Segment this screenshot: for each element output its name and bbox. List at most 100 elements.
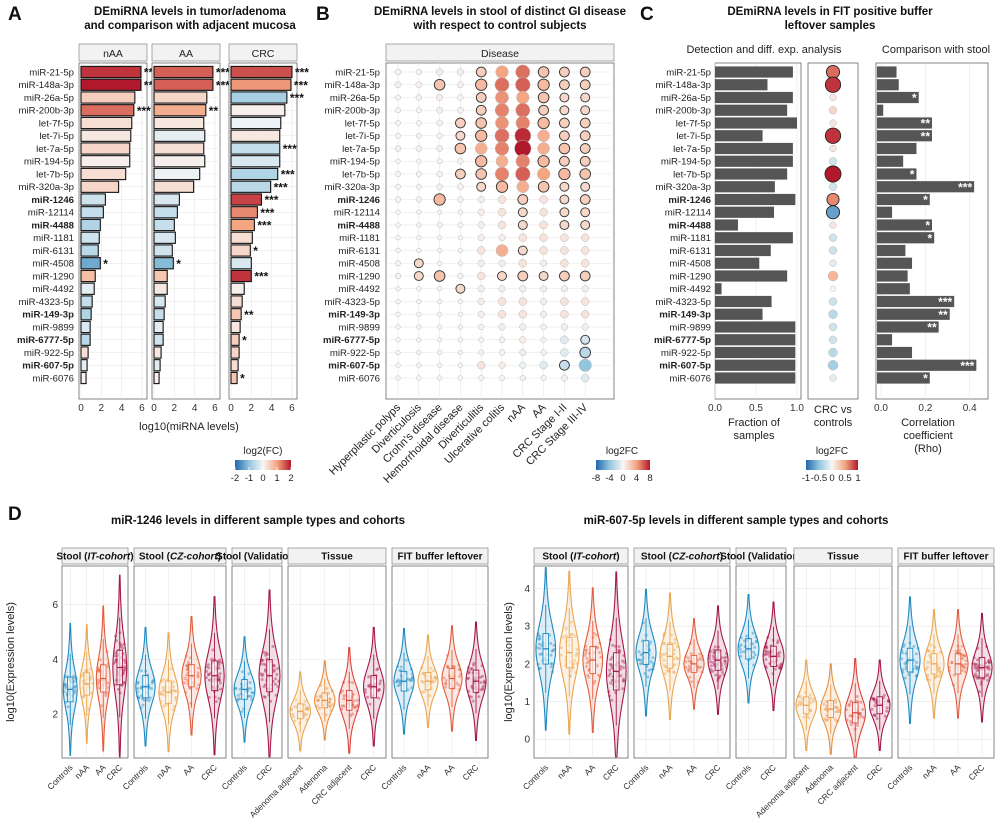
jitter-point <box>121 646 125 650</box>
dot <box>415 171 422 177</box>
jitter-point <box>96 686 100 690</box>
fc-dot <box>827 360 839 371</box>
jitter-point <box>976 646 980 650</box>
bar <box>230 155 281 168</box>
jitter-point <box>561 635 565 639</box>
jitter-point <box>926 660 930 664</box>
dot <box>540 259 548 267</box>
jitter-point <box>622 653 626 657</box>
jitter-point <box>104 694 108 698</box>
jitter-point <box>457 683 461 687</box>
jitter-point <box>63 675 67 679</box>
jitter-point <box>184 664 188 668</box>
jitter-point <box>123 668 127 672</box>
jitter-point <box>901 651 904 655</box>
jitter-point <box>934 675 938 679</box>
jitter-point <box>585 656 589 660</box>
jitter-point <box>459 672 463 676</box>
jitter-point <box>552 643 556 647</box>
bar <box>230 116 282 130</box>
dot <box>581 323 589 331</box>
jitter-point <box>649 667 653 671</box>
bar <box>80 129 132 142</box>
jitter-point <box>219 687 223 691</box>
significance-stars: * <box>103 257 108 271</box>
jitter-point <box>938 650 942 654</box>
jitter-point <box>900 648 904 652</box>
jitter-point <box>764 664 768 668</box>
x-tick-label: Controls <box>621 762 650 791</box>
dot <box>560 310 569 319</box>
jitter-point <box>271 645 275 648</box>
jitter-point <box>87 707 91 711</box>
jitter-point <box>429 666 433 670</box>
jitter-point <box>259 659 263 663</box>
jitter-point <box>151 679 155 683</box>
jitter-point <box>174 695 178 699</box>
jitter-point <box>218 672 222 676</box>
jitter-point <box>305 718 308 722</box>
jitter-point <box>849 720 852 724</box>
dot <box>519 336 527 344</box>
dot <box>519 361 527 369</box>
jitter-point <box>988 676 991 679</box>
jitter-point <box>874 714 878 718</box>
dot <box>540 297 548 306</box>
jitter-point <box>663 672 667 676</box>
jitter-point <box>935 674 939 678</box>
dot <box>581 373 590 383</box>
jitter-point <box>766 650 770 654</box>
jitter-point <box>583 653 587 657</box>
jitter-point <box>585 661 589 665</box>
jitter-point <box>398 669 402 672</box>
legend-colorbar <box>806 460 858 470</box>
jitter-point <box>617 645 621 649</box>
jitter-point <box>303 699 307 703</box>
bar <box>230 269 252 283</box>
significance-stars: *** <box>257 219 271 233</box>
jitter-point <box>195 687 199 691</box>
jitter-point <box>937 668 941 672</box>
jitter-point <box>234 687 238 691</box>
jitter-point <box>597 651 601 654</box>
dot <box>539 208 548 217</box>
dot <box>436 183 443 190</box>
jitter-point <box>363 688 367 692</box>
jitter-point <box>724 662 728 666</box>
x-tick-label: CRC <box>966 762 986 782</box>
jitter-point <box>171 685 175 689</box>
jitter-point <box>723 659 727 663</box>
bar <box>80 231 100 244</box>
dot <box>559 155 570 167</box>
jitter-point <box>263 669 267 673</box>
dot <box>457 247 463 254</box>
jitter-point <box>432 669 435 673</box>
jitter-point <box>272 670 276 673</box>
jitter-point <box>142 698 146 702</box>
fraction-bar <box>715 219 738 231</box>
rho-bar <box>877 359 977 371</box>
jitter-point <box>575 651 579 655</box>
legend-title: log2(FC) <box>244 446 283 457</box>
jitter-point <box>328 704 332 708</box>
dot <box>559 79 570 91</box>
jitter-point <box>470 685 474 689</box>
dot <box>415 145 422 152</box>
fc-dot <box>826 193 840 206</box>
jitter-point <box>779 664 783 668</box>
fraction-bar <box>715 206 775 218</box>
jitter-point <box>105 650 109 654</box>
dot <box>433 193 446 206</box>
facet-strip <box>897 547 995 565</box>
jitter-point <box>184 691 188 694</box>
jitter-point <box>688 667 692 671</box>
dot <box>437 260 443 266</box>
jitter-point <box>477 695 481 699</box>
panel-d-title: miR-607-5p levels in different sample ty… <box>584 515 889 527</box>
bar <box>80 359 88 372</box>
dot <box>416 235 422 241</box>
dot <box>497 310 507 319</box>
jitter-point <box>835 705 839 709</box>
bar <box>80 218 101 232</box>
dot <box>559 130 570 142</box>
